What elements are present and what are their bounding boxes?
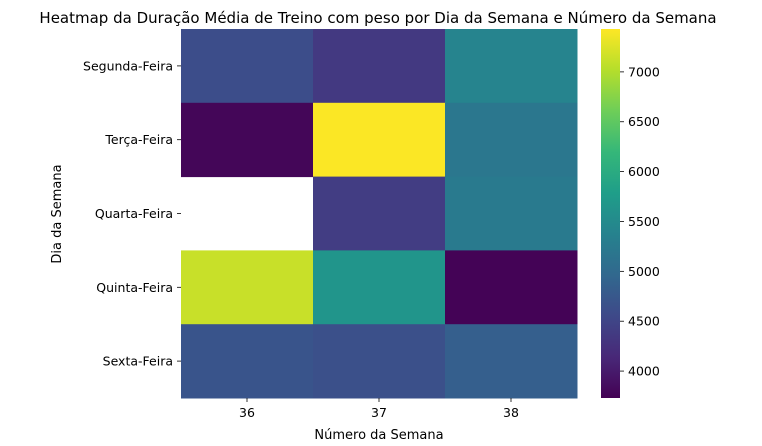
- y-tick-label: Segunda-Feira: [83, 58, 173, 73]
- heatmap-cell: [445, 102, 578, 178]
- colorbar-tick-label: 6000: [628, 164, 660, 179]
- heatmap-cell: [445, 324, 578, 399]
- axis-ticks: 36 37 38 Segunda-Feira Terça-Feira Quarta-Fei…: [83, 58, 519, 420]
- colorbar-ticks: 4000 4500 5000 5500 6000 6500 7000: [620, 64, 660, 379]
- colorbar-tick-label: 4000: [628, 364, 660, 379]
- x-axis-label: Número da Semana: [314, 428, 443, 443]
- x-tick-label: 37: [371, 405, 387, 420]
- y-tick-label: Quinta-Feira: [96, 280, 173, 295]
- x-tick-label: 38: [503, 405, 519, 420]
- heatmap-cell: [313, 176, 446, 251]
- heatmap-cell: [313, 102, 446, 178]
- y-tick-label: Sexta-Feira: [103, 354, 173, 369]
- x-tick-label: 36: [239, 405, 255, 420]
- colorbar-tick-label: 5000: [628, 264, 660, 279]
- heatmap-cell: [181, 29, 314, 104]
- heatmap-cell: [181, 324, 314, 399]
- colorbar: [601, 29, 620, 398]
- heatmap-cell: [181, 102, 314, 178]
- y-axis-label: Dia da Semana: [50, 164, 65, 263]
- heatmap-cell: [445, 29, 578, 104]
- heatmap-cell: [445, 250, 578, 325]
- colorbar-tick-label: 4500: [628, 314, 660, 329]
- heatmap-cell: [181, 250, 314, 325]
- y-tick-label: Terça-Feira: [104, 132, 173, 147]
- colorbar-tick-label: 7000: [628, 64, 660, 79]
- colorbar-tick-label: 5500: [628, 214, 660, 229]
- heatmap-cell: [313, 250, 446, 325]
- heatmap-cell: [445, 176, 578, 251]
- heatmap-cell: [313, 29, 446, 104]
- heatmap-cells: [181, 29, 578, 399]
- chart-title: Heatmap da Duração Média de Treino com p…: [39, 9, 716, 27]
- colorbar-tick-label: 6500: [628, 114, 660, 129]
- y-tick-label: Quarta-Feira: [95, 206, 173, 221]
- heatmap-cell: [313, 324, 446, 399]
